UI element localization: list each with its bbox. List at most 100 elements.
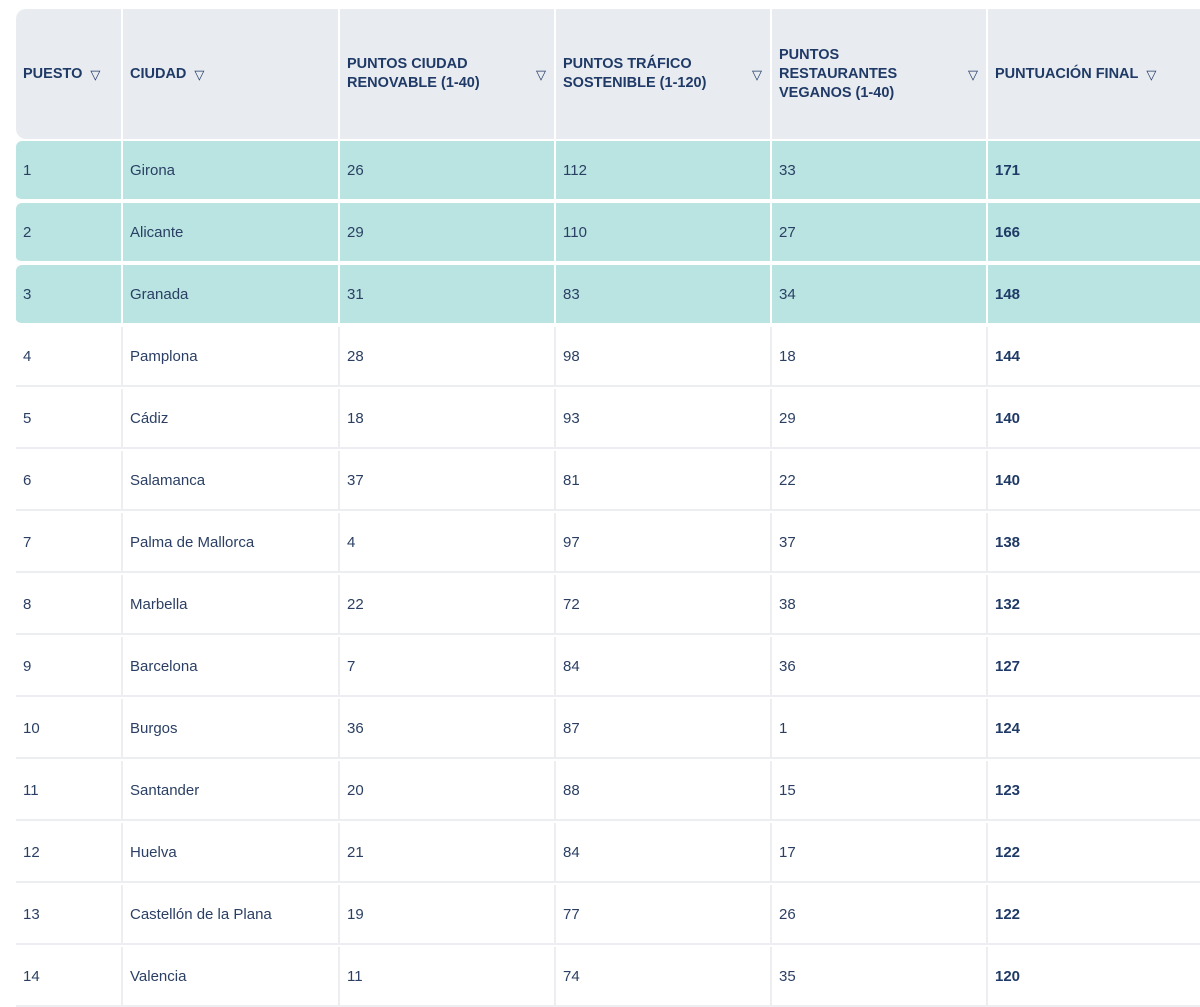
vegan-cell: 34 bbox=[770, 265, 986, 323]
vegan-cell: 35 bbox=[770, 947, 986, 1005]
vegan-cell: 33 bbox=[770, 141, 986, 199]
sort-triangle-icon[interactable]: ▽ bbox=[968, 66, 978, 82]
final-score-cell: 138 bbox=[986, 513, 1200, 571]
vegan-cell: 27 bbox=[770, 203, 986, 261]
sort-triangle-icon[interactable]: ▽ bbox=[536, 66, 546, 82]
rank-cell: 2 bbox=[23, 223, 32, 241]
rank-cell: 9 bbox=[23, 657, 32, 675]
final-score-cell: 124 bbox=[986, 699, 1200, 757]
rank-cell: 14 bbox=[23, 967, 40, 985]
city-cell: Santander bbox=[121, 761, 338, 819]
vegan-cell: 38 bbox=[770, 575, 986, 633]
table-row: 2 Alicante 29 110 27 166 bbox=[16, 203, 1200, 263]
vegan-cell: 37 bbox=[770, 513, 986, 571]
rank-cell: 5 bbox=[23, 409, 32, 427]
table-row: 6 Salamanca 37 81 22 140 bbox=[16, 451, 1200, 511]
rank-cell: 13 bbox=[23, 905, 40, 923]
renewable-cell: 11 bbox=[338, 947, 554, 1005]
sort-triangle-icon[interactable]: ▽ bbox=[752, 66, 762, 82]
renewable-cell: 21 bbox=[338, 823, 554, 881]
sort-triangle-icon[interactable]: ▽ bbox=[1146, 66, 1157, 82]
rank-cell: 7 bbox=[23, 533, 32, 551]
column-header-puesto[interactable]: PUESTO ▽ bbox=[16, 9, 121, 139]
city-cell: Salamanca bbox=[121, 451, 338, 509]
city-cell: Castellón de la Plana bbox=[121, 885, 338, 943]
column-header-restaurantes[interactable]: PUNTOS RESTAURANTES VEGANOS (1-40) ▽ bbox=[770, 9, 986, 139]
traffic-cell: 84 bbox=[554, 823, 770, 881]
rank-cell: 3 bbox=[23, 285, 32, 303]
column-header-renovable[interactable]: PUNTOS CIUDAD RENOVABLE (1-40) ▽ bbox=[338, 9, 554, 139]
column-header-puntuacion[interactable]: PUNTUACIÓN FINAL ▽ bbox=[986, 9, 1200, 139]
column-header-label: PUNTOS CIUDAD RENOVABLE (1-40) bbox=[347, 56, 480, 91]
final-score-cell: 122 bbox=[986, 885, 1200, 943]
traffic-cell: 72 bbox=[554, 575, 770, 633]
vegan-cell: 18 bbox=[770, 327, 986, 385]
renewable-cell: 29 bbox=[338, 203, 554, 261]
table-row: 12 Huelva 21 84 17 122 bbox=[16, 823, 1200, 883]
final-score-cell: 140 bbox=[986, 389, 1200, 447]
traffic-cell: 98 bbox=[554, 327, 770, 385]
traffic-cell: 77 bbox=[554, 885, 770, 943]
renewable-cell: 31 bbox=[338, 265, 554, 323]
vegan-cell: 15 bbox=[770, 761, 986, 819]
traffic-cell: 84 bbox=[554, 637, 770, 695]
renewable-cell: 28 bbox=[338, 327, 554, 385]
table-row: 4 Pamplona 28 98 18 144 bbox=[16, 327, 1200, 387]
traffic-cell: 81 bbox=[554, 451, 770, 509]
final-score-cell: 166 bbox=[986, 203, 1200, 261]
traffic-cell: 97 bbox=[554, 513, 770, 571]
column-header-label: PUNTUACIÓN FINAL bbox=[995, 65, 1139, 82]
traffic-cell: 74 bbox=[554, 947, 770, 1005]
table-row: 8 Marbella 22 72 38 132 bbox=[16, 575, 1200, 635]
renewable-cell: 4 bbox=[338, 513, 554, 571]
traffic-cell: 112 bbox=[554, 141, 770, 199]
renewable-cell: 36 bbox=[338, 699, 554, 757]
table-row: 10 Burgos 36 87 1 124 bbox=[16, 699, 1200, 759]
city-cell: Girona bbox=[121, 141, 338, 199]
rank-cell: 8 bbox=[23, 595, 32, 613]
traffic-cell: 110 bbox=[554, 203, 770, 261]
column-header-label: PUNTOS RESTAURANTES VEGANOS (1-40) bbox=[779, 46, 898, 101]
vegan-cell: 17 bbox=[770, 823, 986, 881]
table-row: 7 Palma de Mallorca 4 97 37 138 bbox=[16, 513, 1200, 573]
final-score-cell: 123 bbox=[986, 761, 1200, 819]
column-header-label: PUESTO bbox=[23, 65, 83, 82]
column-header-label: CIUDAD bbox=[130, 65, 187, 82]
rank-cell: 11 bbox=[23, 781, 39, 799]
renewable-cell: 18 bbox=[338, 389, 554, 447]
final-score-cell: 127 bbox=[986, 637, 1200, 695]
rank-cell: 4 bbox=[23, 347, 32, 365]
vegan-cell: 22 bbox=[770, 451, 986, 509]
vegan-cell: 36 bbox=[770, 637, 986, 695]
sort-triangle-icon[interactable]: ▽ bbox=[194, 66, 205, 82]
table-row: 1 Girona 26 112 33 171 bbox=[16, 141, 1200, 201]
traffic-cell: 83 bbox=[554, 265, 770, 323]
renewable-cell: 37 bbox=[338, 451, 554, 509]
table-body: 1 Girona 26 112 33 171 2 Alicante 29 110 27 166 3 Gra… bbox=[16, 141, 1200, 1007]
table-row: 13 Castellón de la Plana 19 77 26 122 bbox=[16, 885, 1200, 945]
rank-cell: 1 bbox=[23, 161, 32, 179]
renewable-cell: 26 bbox=[338, 141, 554, 199]
renewable-cell: 7 bbox=[338, 637, 554, 695]
ranking-table: PUESTO ▽ CIUDAD ▽ PUNTOS CIUDAD RENOVABL… bbox=[16, 0, 1200, 1007]
table-header: PUESTO ▽ CIUDAD ▽ PUNTOS CIUDAD RENOVABL… bbox=[16, 9, 1200, 139]
table-row: 9 Barcelona 7 84 36 127 bbox=[16, 637, 1200, 697]
final-score-cell: 148 bbox=[986, 265, 1200, 323]
city-cell: Pamplona bbox=[121, 327, 338, 385]
column-header-ciudad[interactable]: CIUDAD ▽ bbox=[121, 9, 338, 139]
sort-triangle-icon[interactable]: ▽ bbox=[90, 66, 101, 82]
column-header-trafico[interactable]: PUNTOS TRÁFICO SOSTENIBLE (1-120) ▽ bbox=[554, 9, 770, 139]
city-cell: Huelva bbox=[121, 823, 338, 881]
city-cell: Marbella bbox=[121, 575, 338, 633]
final-score-cell: 120 bbox=[986, 947, 1200, 1005]
vegan-cell: 29 bbox=[770, 389, 986, 447]
vegan-cell: 1 bbox=[770, 699, 986, 757]
city-cell: Cádiz bbox=[121, 389, 338, 447]
city-cell: Palma de Mallorca bbox=[121, 513, 338, 571]
table-row: 3 Granada 31 83 34 148 bbox=[16, 265, 1200, 325]
city-cell: Granada bbox=[121, 265, 338, 323]
column-header-label: PUNTOS TRÁFICO SOSTENIBLE (1-120) bbox=[563, 56, 707, 91]
table-row: 5 Cádiz 18 93 29 140 bbox=[16, 389, 1200, 449]
city-cell: Valencia bbox=[121, 947, 338, 1005]
renewable-cell: 20 bbox=[338, 761, 554, 819]
